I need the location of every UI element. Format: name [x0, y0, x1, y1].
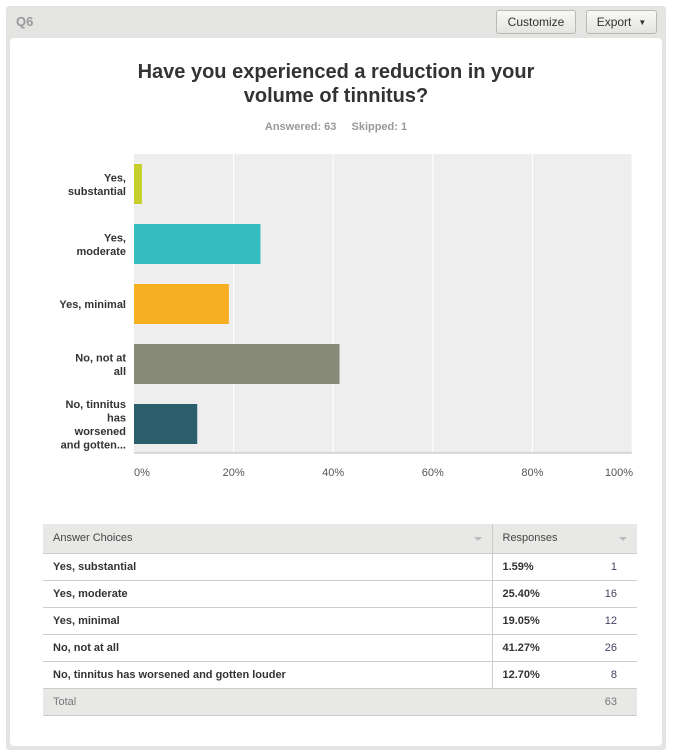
total-row: Total 63 — [43, 688, 637, 716]
response-percent: 41.27% — [491, 634, 587, 662]
x-tick-label: 100% — [605, 467, 633, 479]
category-label: substantial — [68, 186, 126, 198]
response-percent: 12.70% — [491, 661, 587, 689]
x-tick-label: 60% — [422, 467, 444, 479]
category-label: Yes, minimal — [59, 299, 126, 311]
response-percent: 25.40% — [491, 580, 587, 608]
export-label: Export — [596, 15, 632, 29]
bar — [134, 164, 142, 204]
response-percent: 19.05% — [491, 607, 587, 635]
category-label: has — [107, 412, 126, 424]
skipped-count: Skipped: 1 — [351, 121, 408, 133]
x-tick-label: 40% — [322, 467, 344, 479]
chevron-down-icon: ▼ — [638, 17, 647, 27]
answer-choice: No, tinnitus has worsened and gotten lou… — [43, 661, 492, 689]
x-tick-label: 0% — [134, 467, 150, 479]
table-row: Yes, minimal 19.05% 12 — [43, 607, 637, 635]
header-responses[interactable]: Responses — [491, 524, 637, 554]
export-button[interactable]: Export ▼ — [586, 10, 657, 34]
answer-choice: Yes, substantial — [43, 553, 492, 581]
response-count: 26 — [587, 634, 637, 662]
table-row: No, not at all 41.27% 26 — [43, 634, 637, 662]
question-panel: Q6 Customize Export ▼ Have you experienc… — [6, 6, 666, 750]
sort-caret-icon — [619, 537, 627, 541]
answer-choice: No, not at all — [43, 634, 492, 662]
x-tick-label: 20% — [223, 467, 245, 479]
table-row: No, tinnitus has worsened and gotten lou… — [43, 661, 637, 689]
bar — [134, 404, 198, 444]
response-count: 12 — [587, 607, 637, 635]
bar — [134, 224, 261, 264]
sort-caret-icon — [473, 537, 482, 541]
table-row: Yes, moderate 25.40% 16 — [43, 580, 637, 608]
chart-card: Have you experienced a reduction in your… — [10, 38, 662, 746]
answered-count: Answered: 63 — [264, 121, 337, 133]
responses-table: Answer Choices Responses Yes, substantia… — [43, 524, 637, 716]
total-spacer — [492, 688, 587, 716]
category-label: moderate — [76, 246, 126, 258]
total-label: Total — [43, 688, 492, 716]
category-label: worsened — [74, 426, 126, 438]
category-label: No, not at — [75, 352, 126, 364]
table-row: Yes, substantial 1.59% 1 — [43, 553, 637, 581]
question-id: Q6 — [16, 14, 34, 29]
total-count: 63 — [587, 688, 637, 716]
category-label: and gotten... — [61, 439, 126, 451]
answer-choice: Yes, moderate — [43, 580, 492, 608]
response-stats: Answered: 63 Skipped: 1 — [10, 121, 662, 133]
category-label: No, tinnitus — [66, 399, 127, 411]
category-label: all — [114, 366, 126, 378]
category-label: Yes, — [104, 172, 126, 184]
header-answer-choices[interactable]: Answer Choices — [43, 524, 492, 554]
response-count: 1 — [587, 553, 637, 581]
chart-title: Have you experienced a reduction in your… — [137, 61, 535, 107]
response-count: 8 — [587, 661, 637, 689]
category-label: Yes, — [104, 232, 126, 244]
response-count: 16 — [587, 580, 637, 608]
bar — [134, 344, 340, 384]
bar-chart: 0% 20% 40% 60% 80% 100% Yes, substantial Yes, mod… — [59, 154, 633, 479]
x-tick-label: 80% — [521, 467, 543, 479]
response-percent: 1.59% — [491, 553, 587, 581]
answer-choice: Yes, minimal — [43, 607, 492, 635]
customize-button[interactable]: Customize — [496, 10, 576, 34]
bar — [134, 284, 229, 324]
